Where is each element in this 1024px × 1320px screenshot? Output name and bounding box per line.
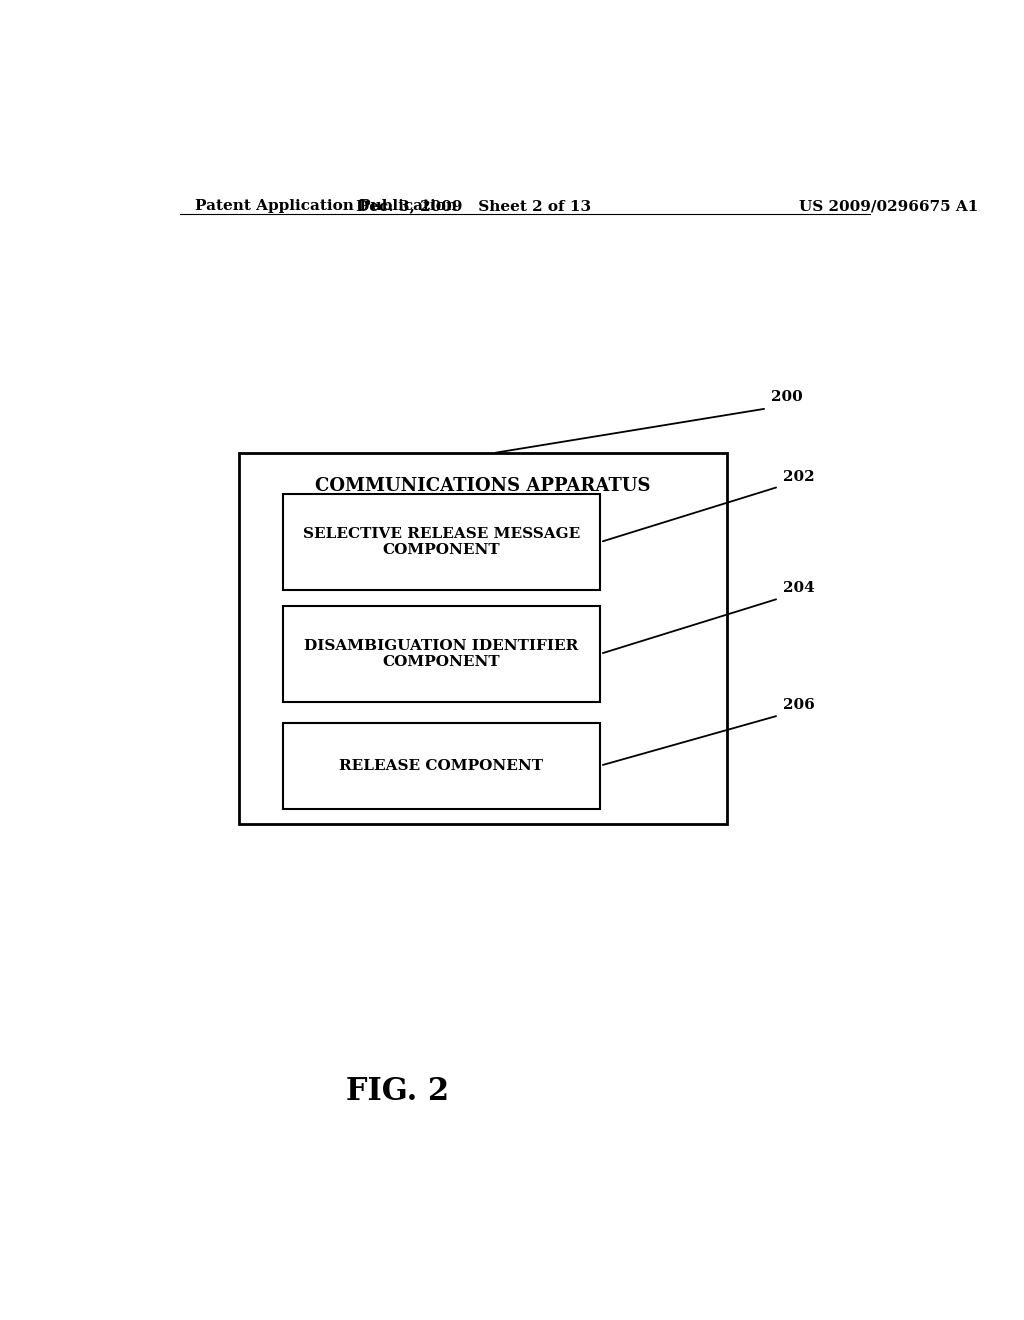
Text: 204: 204 bbox=[782, 581, 814, 595]
Text: SELECTIVE RELEASE MESSAGE
COMPONENT: SELECTIVE RELEASE MESSAGE COMPONENT bbox=[303, 527, 581, 557]
FancyBboxPatch shape bbox=[283, 606, 600, 702]
Text: 206: 206 bbox=[782, 698, 814, 713]
Text: RELEASE COMPONENT: RELEASE COMPONENT bbox=[340, 759, 544, 772]
Text: DISAMBIGUATION IDENTIFIER
COMPONENT: DISAMBIGUATION IDENTIFIER COMPONENT bbox=[304, 639, 579, 669]
Text: COMMUNICATIONS APPARATUS: COMMUNICATIONS APPARATUS bbox=[315, 477, 651, 495]
Text: US 2009/0296675 A1: US 2009/0296675 A1 bbox=[799, 199, 978, 213]
FancyBboxPatch shape bbox=[283, 494, 600, 590]
Text: FIG. 2: FIG. 2 bbox=[346, 1076, 450, 1107]
Text: 200: 200 bbox=[771, 391, 803, 404]
Text: Patent Application Publication: Patent Application Publication bbox=[196, 199, 458, 213]
FancyBboxPatch shape bbox=[283, 722, 600, 809]
FancyBboxPatch shape bbox=[240, 453, 727, 824]
Text: 202: 202 bbox=[782, 470, 814, 483]
Text: Dec. 3, 2009   Sheet 2 of 13: Dec. 3, 2009 Sheet 2 of 13 bbox=[355, 199, 591, 213]
